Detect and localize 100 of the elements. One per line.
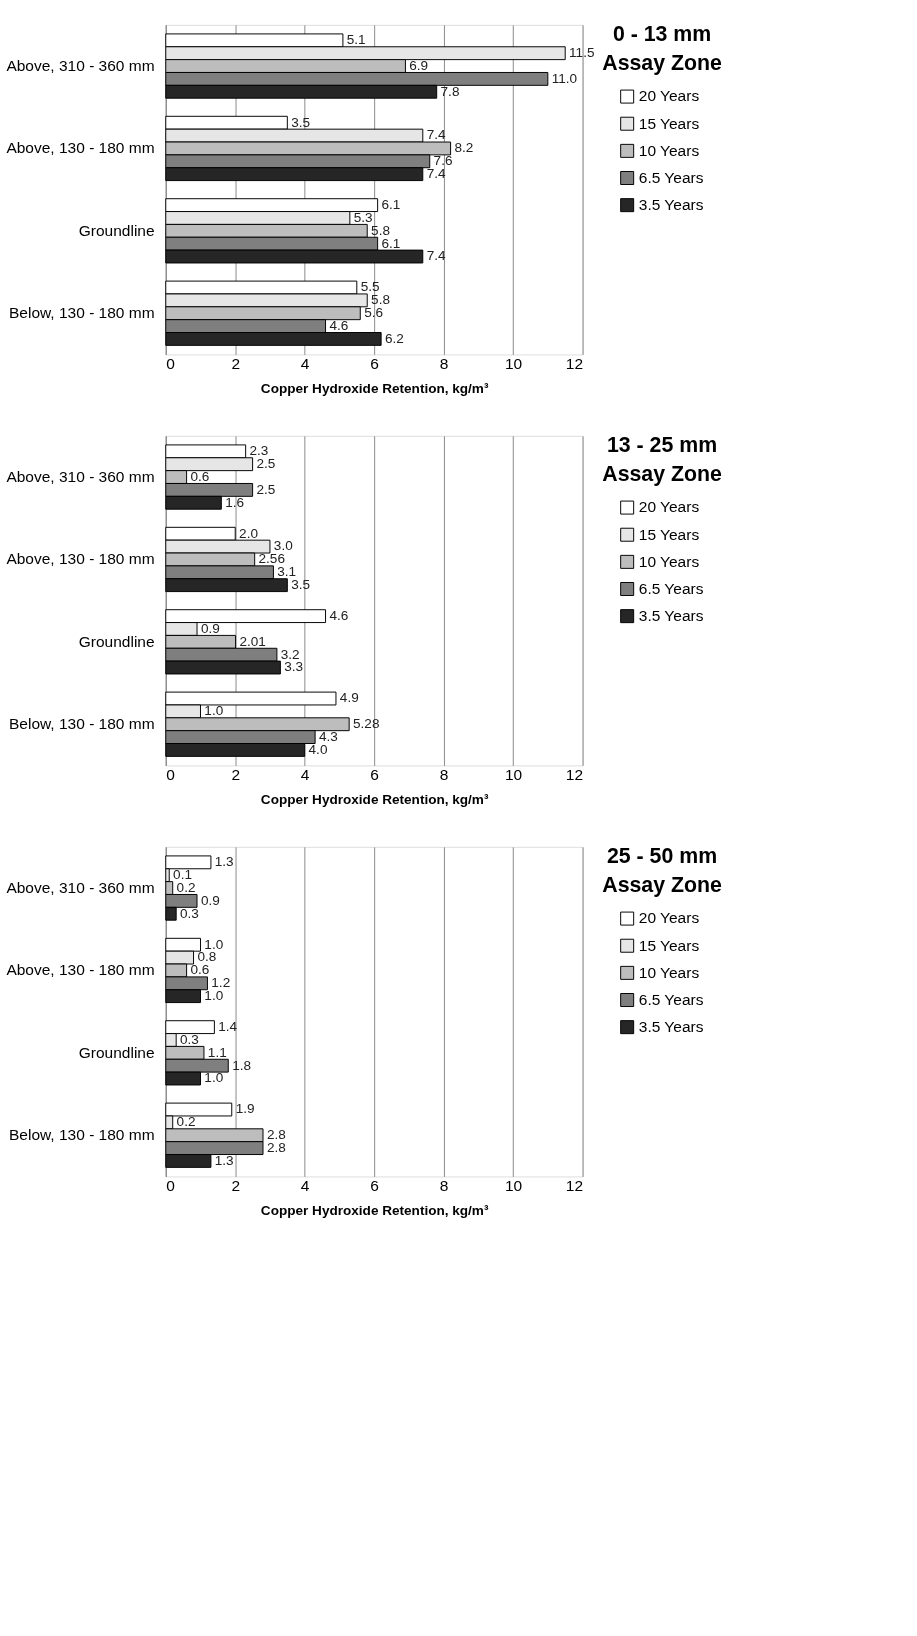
- x-tick-label: 6: [370, 766, 379, 784]
- x-tick-label: 2: [231, 1177, 241, 1195]
- x-tick-label: 0: [166, 766, 176, 784]
- legend-label: 15 Years: [638, 936, 700, 954]
- data-label: 2.0: [239, 525, 259, 541]
- y-tick-label: Above, 310 - 360 mm: [6, 467, 155, 485]
- data-label: 1.0: [204, 1070, 224, 1086]
- data-label: 11.0: [551, 70, 578, 86]
- data-label: 2.56: [258, 551, 285, 567]
- data-label: 0.3: [180, 1031, 199, 1047]
- data-label: 3.1: [277, 564, 297, 580]
- x-tick-label: 8: [439, 766, 449, 784]
- y-tick-label: Above, 130 - 180 mm: [6, 961, 155, 979]
- data-label: 3.5: [291, 114, 311, 130]
- legend-title: 25 - 50 mm Assay Zone: [602, 844, 723, 898]
- x-tick-label: 12: [565, 355, 584, 373]
- data-label: 4.6: [329, 608, 349, 624]
- x-tick-label: 12: [565, 766, 584, 784]
- legend-label: 6.5 Years: [638, 168, 704, 186]
- data-label: 0.6: [190, 962, 210, 978]
- data-label: 2.3: [249, 443, 269, 459]
- x-axis-title: Copper Hydroxide Retention, kg/m³: [260, 1202, 489, 1218]
- data-label: 0.3: [180, 905, 199, 921]
- data-label: 5.1: [346, 32, 366, 48]
- data-label: 1.0: [204, 703, 224, 719]
- x-tick-label: 8: [439, 355, 449, 373]
- x-tick-label: 2: [231, 355, 241, 373]
- data-label: 11.5: [569, 45, 595, 61]
- y-tick-label: Above, 310 - 360 mm: [6, 878, 155, 896]
- x-tick-label: 6: [370, 1177, 379, 1195]
- data-label: 5.8: [371, 292, 390, 308]
- x-axis-title: Copper Hydroxide Retention, kg/m³: [260, 791, 489, 807]
- x-tick-label: 10: [504, 766, 523, 784]
- legend-label: 20 Years: [638, 87, 700, 105]
- data-label: 4.6: [329, 317, 349, 333]
- y-tick-label: Above, 130 - 180 mm: [6, 139, 155, 157]
- y-tick-label: Below, 130 - 180 mm: [9, 1126, 155, 1144]
- data-label: 3.5: [291, 577, 311, 593]
- legend-label: 3.5 Years: [638, 196, 704, 213]
- data-label: 5.5: [360, 279, 380, 295]
- data-label: 7.4: [426, 248, 446, 264]
- data-label: 5.3: [353, 209, 373, 225]
- data-label: 2.01: [239, 633, 266, 649]
- legend-title: 0 - 13 mm Assay Zone: [602, 22, 723, 76]
- data-label: 1.0: [204, 936, 224, 952]
- data-label: 3.0: [273, 538, 294, 554]
- data-label: 6.1: [381, 235, 401, 251]
- x-tick-label: 6: [370, 355, 379, 373]
- data-label: 0.8: [197, 949, 217, 965]
- data-label: 7.6: [433, 153, 453, 169]
- data-label: 6.1: [381, 197, 401, 213]
- data-label: 1.6: [225, 494, 245, 510]
- x-tick-label: 10: [504, 1177, 523, 1195]
- data-label: 2.5: [256, 481, 276, 497]
- y-tick-label: Groundline: [78, 221, 155, 239]
- data-label: 3.3: [284, 659, 304, 675]
- data-label: 0.2: [176, 1114, 196, 1130]
- data-label: 5.28: [353, 716, 380, 732]
- legend-label: 6.5 Years: [638, 579, 704, 597]
- data-label: 7.8: [440, 83, 460, 99]
- legend-label: 3.5 Years: [638, 607, 704, 624]
- legend-label: 10 Years: [638, 141, 700, 159]
- data-label: 2.5: [256, 456, 276, 472]
- data-label: 1.4: [218, 1019, 238, 1035]
- x-tick-label: 2: [231, 766, 241, 784]
- data-label: 4.3: [319, 728, 338, 744]
- data-label: 1.8: [232, 1057, 252, 1073]
- x-tick-label: 10: [504, 355, 523, 373]
- y-tick-label: Below, 130 - 180 mm: [9, 715, 155, 733]
- data-label: 5.8: [371, 222, 390, 238]
- legend-label: 10 Years: [638, 552, 700, 570]
- x-tick-label: 4: [300, 355, 310, 373]
- y-tick-label: Above, 130 - 180 mm: [6, 550, 155, 568]
- data-label: 6.2: [384, 330, 404, 346]
- x-tick-label: 4: [300, 766, 310, 784]
- data-label: 7.4: [426, 127, 446, 143]
- data-label: 1.2: [211, 975, 231, 991]
- legend-label: 6.5 Years: [638, 990, 704, 1008]
- data-label: 1.3: [214, 854, 234, 870]
- data-label: 0.9: [200, 620, 220, 636]
- data-label: 4.0: [308, 741, 328, 757]
- legend-label: 20 Years: [638, 498, 700, 516]
- data-label: 1.0: [204, 988, 224, 1004]
- legend-label: 15 Years: [638, 114, 700, 132]
- x-tick-label: 0: [166, 1177, 176, 1195]
- x-tick-label: 4: [300, 1177, 310, 1195]
- data-label: 1.9: [235, 1101, 255, 1117]
- legend-label: 15 Years: [638, 525, 700, 543]
- legend-label: 3.5 Years: [638, 1018, 704, 1035]
- x-axis-title: Copper Hydroxide Retention, kg/m³: [260, 380, 489, 396]
- y-tick-label: Below, 130 - 180 mm: [9, 304, 155, 322]
- data-label: 6.9: [409, 57, 429, 73]
- data-label: 4.9: [339, 690, 359, 706]
- legend-label: 10 Years: [638, 963, 700, 981]
- data-label: 1.1: [207, 1044, 227, 1060]
- x-tick-label: 8: [439, 1177, 449, 1195]
- legend-title: 13 - 25 mm Assay Zone: [602, 433, 723, 487]
- y-tick-label: Groundline: [78, 1043, 155, 1061]
- data-label: 3.2: [280, 646, 300, 662]
- data-label: 0.6: [190, 468, 210, 484]
